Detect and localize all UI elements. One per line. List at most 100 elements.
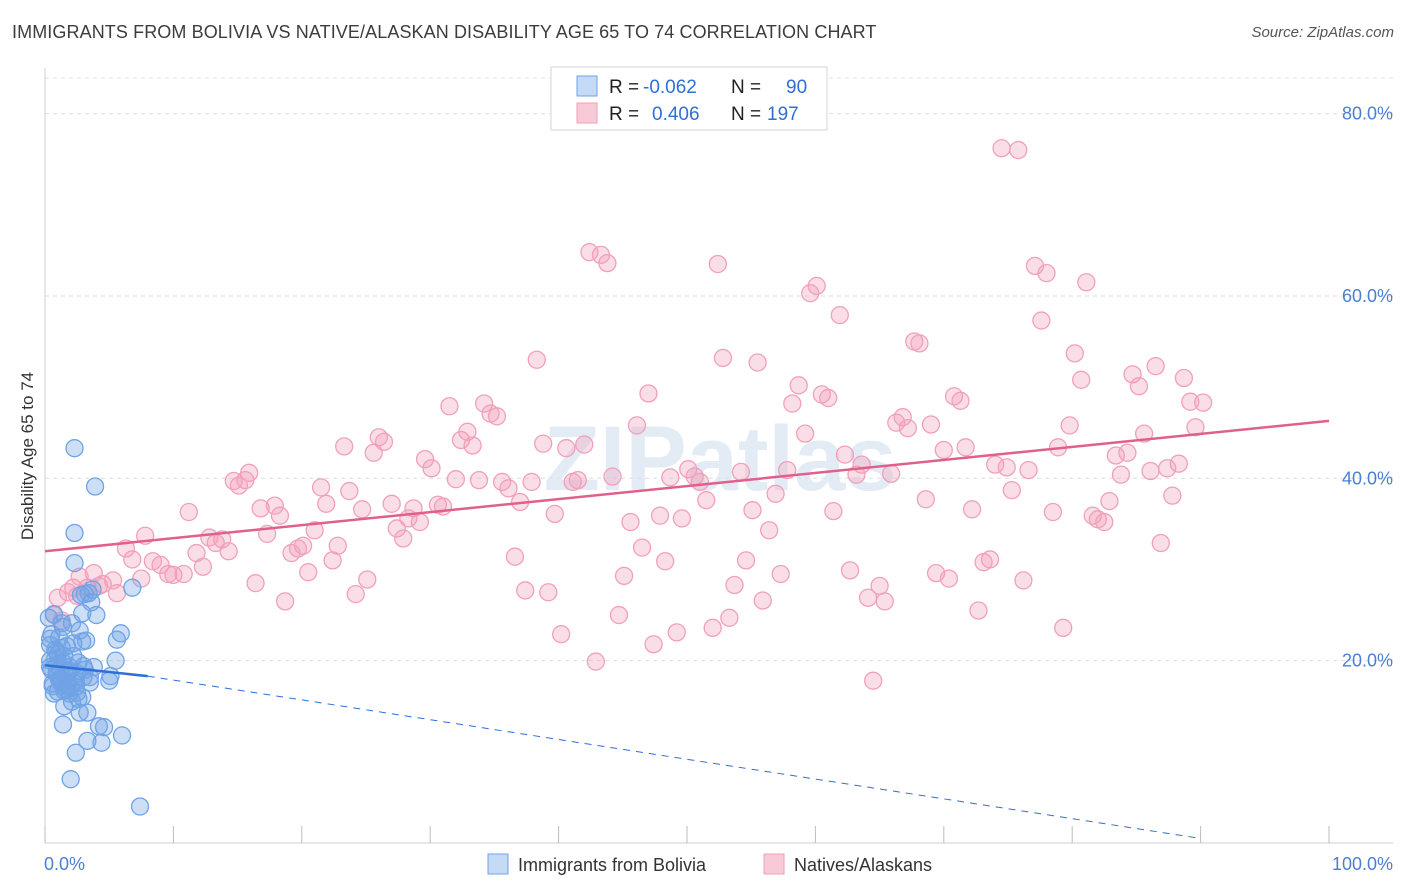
natives-point-79	[516, 581, 535, 600]
natives-point-181	[1106, 446, 1126, 465]
natives-point-96	[614, 566, 634, 586]
bolivia-point-61	[92, 733, 111, 752]
natives-point-43	[305, 521, 324, 540]
bolivia-point-19	[53, 715, 73, 734]
natives-point-137	[852, 455, 871, 474]
natives-point-148	[916, 490, 935, 509]
natives-point-144	[893, 408, 912, 427]
natives-point-34	[251, 499, 270, 518]
natives-point-139	[864, 671, 883, 690]
bolivia-point-58	[85, 477, 105, 496]
natives-point-74	[487, 407, 507, 426]
natives-point-188	[1146, 356, 1165, 376]
natives-point-101	[644, 635, 663, 654]
natives-point-151	[934, 440, 953, 460]
natives-point-83	[539, 583, 558, 602]
bolivia-point-56	[83, 580, 102, 599]
natives-point-149	[921, 415, 941, 434]
natives-point-62	[415, 449, 435, 469]
natives-point-85	[552, 625, 571, 644]
y-tick-label-20: 20.0%	[1342, 651, 1393, 671]
natives-point-57	[387, 519, 406, 538]
natives-point-81	[527, 350, 546, 369]
natives-point-119	[748, 353, 767, 372]
bolivia-point-59	[87, 605, 106, 625]
x-tick-label-max: 100.0%	[1332, 854, 1393, 874]
stats-n-label-natives: N =	[731, 104, 761, 125]
y-tick-label-80: 80.0%	[1342, 104, 1393, 124]
natives-point-63	[422, 459, 441, 478]
natives-point-110	[697, 491, 716, 510]
natives-point-179	[1095, 512, 1114, 532]
natives-point-41	[293, 536, 313, 555]
bolivia-point-37	[66, 743, 85, 762]
natives-point-132	[824, 501, 843, 521]
legend-label-natives[interactable]: Natives/Alaskans	[794, 855, 932, 875]
natives-point-91	[586, 652, 605, 671]
bolivia-point-51	[78, 703, 97, 722]
natives-point-164	[1009, 140, 1028, 160]
natives-point-12	[107, 584, 127, 603]
natives-point-102	[650, 506, 670, 525]
natives-point-194	[1181, 392, 1200, 411]
natives-point-48	[335, 437, 354, 456]
natives-point-127	[795, 424, 815, 443]
natives-point-97	[621, 512, 640, 532]
bolivia-point-85	[66, 677, 85, 697]
legend-swatch-bolivia[interactable]	[487, 853, 509, 875]
legend-swatch-natives[interactable]	[763, 853, 785, 875]
natives-point-42	[299, 563, 318, 582]
natives-point-90	[580, 243, 599, 262]
natives-point-33	[246, 573, 265, 593]
legend-label-bolivia[interactable]: Immigrants from Bolivia	[518, 855, 707, 875]
natives-point-107	[679, 460, 698, 479]
natives-point-131	[819, 388, 838, 408]
natives-point-182	[1111, 465, 1131, 484]
stats-r-label-natives: R =	[609, 104, 639, 125]
natives-point-94	[603, 467, 622, 486]
natives-point-154	[951, 391, 970, 410]
natives-point-80	[522, 472, 541, 492]
natives-point-22	[179, 502, 198, 522]
trendline-bolivia	[44, 663, 148, 678]
natives-point-18	[151, 555, 170, 575]
bolivia-point-70	[130, 797, 150, 816]
natives-point-82	[534, 434, 553, 453]
natives-point-106	[672, 509, 692, 528]
natives-point-113	[713, 348, 733, 368]
natives-point-166	[1019, 460, 1038, 480]
natives-point-117	[736, 551, 756, 570]
natives-point-104	[661, 468, 680, 487]
bolivia-point-6	[44, 604, 64, 624]
natives-point-114	[720, 608, 739, 627]
stats-legend-box: R = -0.062 N = 90 R = 0.406 N = 197	[550, 66, 828, 131]
natives-point-19	[159, 564, 178, 584]
natives-point-36	[265, 496, 284, 515]
natives-point-72	[474, 394, 494, 413]
natives-point-120	[753, 591, 772, 610]
trendline-dashed-bolivia	[147, 675, 1201, 839]
natives-point-76	[499, 479, 518, 498]
natives-point-128	[801, 284, 820, 303]
natives-point-174	[1065, 344, 1084, 363]
natives-point-125	[783, 394, 802, 413]
bolivia-point-71	[65, 439, 84, 458]
bolivia-point-88	[48, 666, 67, 685]
natives-point-168	[1032, 311, 1051, 330]
natives-point-51	[352, 500, 372, 519]
natives-point-190	[1158, 459, 1177, 478]
natives-point-187	[1141, 461, 1160, 481]
series-bolivia	[39, 439, 150, 816]
trend-layer	[44, 419, 1330, 839]
natives-point-160	[986, 455, 1005, 474]
natives-point-133	[830, 305, 849, 325]
bolivia-point-86	[73, 687, 92, 707]
stats-n-value-natives: 197	[767, 104, 799, 125]
stats-n-value-bolivia: 90	[786, 77, 807, 98]
bolivia-point-65	[106, 651, 125, 670]
natives-point-165	[1014, 571, 1033, 590]
natives-point-99	[632, 538, 652, 557]
natives-point-70	[463, 436, 482, 455]
natives-point-145	[898, 418, 917, 438]
bolivia-point-62	[94, 718, 114, 737]
